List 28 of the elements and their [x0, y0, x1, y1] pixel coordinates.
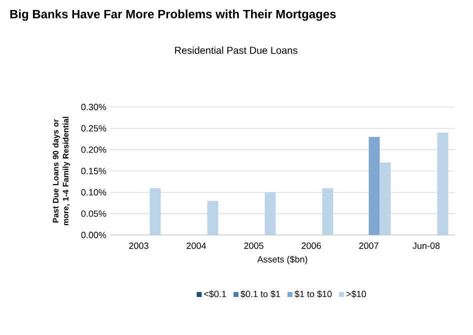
y-tick-label: 0.30%	[81, 104, 106, 110]
bar	[322, 188, 334, 235]
legend-label: >$10	[346, 290, 366, 298]
y-tick-label: 0.10%	[81, 189, 106, 196]
bar	[380, 162, 391, 235]
x-tick-label: 2003	[129, 242, 148, 249]
x-tick-label: 2004	[186, 242, 206, 249]
y-tick-label: 0.00%	[81, 232, 106, 238]
bar	[207, 200, 218, 235]
x-tick-label: Jun-08	[412, 242, 440, 249]
x-tick-label: 2006	[302, 242, 321, 249]
y-axis-title: Past Due Loans 90 days or more, 1-4 Family Residential	[52, 116, 70, 226]
y-tick-label: 0.25%	[81, 125, 106, 132]
bar	[368, 136, 380, 235]
legend-label: $1 to $10	[294, 290, 332, 298]
bar	[264, 192, 276, 235]
x-axis-title: Assets ($bn)	[257, 256, 308, 264]
x-tick-label: 2005	[244, 242, 264, 249]
bar	[150, 188, 161, 235]
legend-label: <$0.1	[204, 290, 226, 298]
legend-label: $0.1 to $1	[240, 290, 280, 298]
chart-subtitle: Residential Past Due Loans	[175, 46, 298, 54]
y-tick-label: 0.15%	[81, 168, 106, 174]
bar	[437, 132, 448, 235]
y-tick-label: 0.20%	[81, 146, 106, 153]
x-tick-label: 2007	[359, 242, 378, 249]
y-tick-label: 0.05%	[81, 210, 106, 217]
chart-title: Big Banks Have Far More Problems with Their Mortgages	[10, 10, 336, 21]
